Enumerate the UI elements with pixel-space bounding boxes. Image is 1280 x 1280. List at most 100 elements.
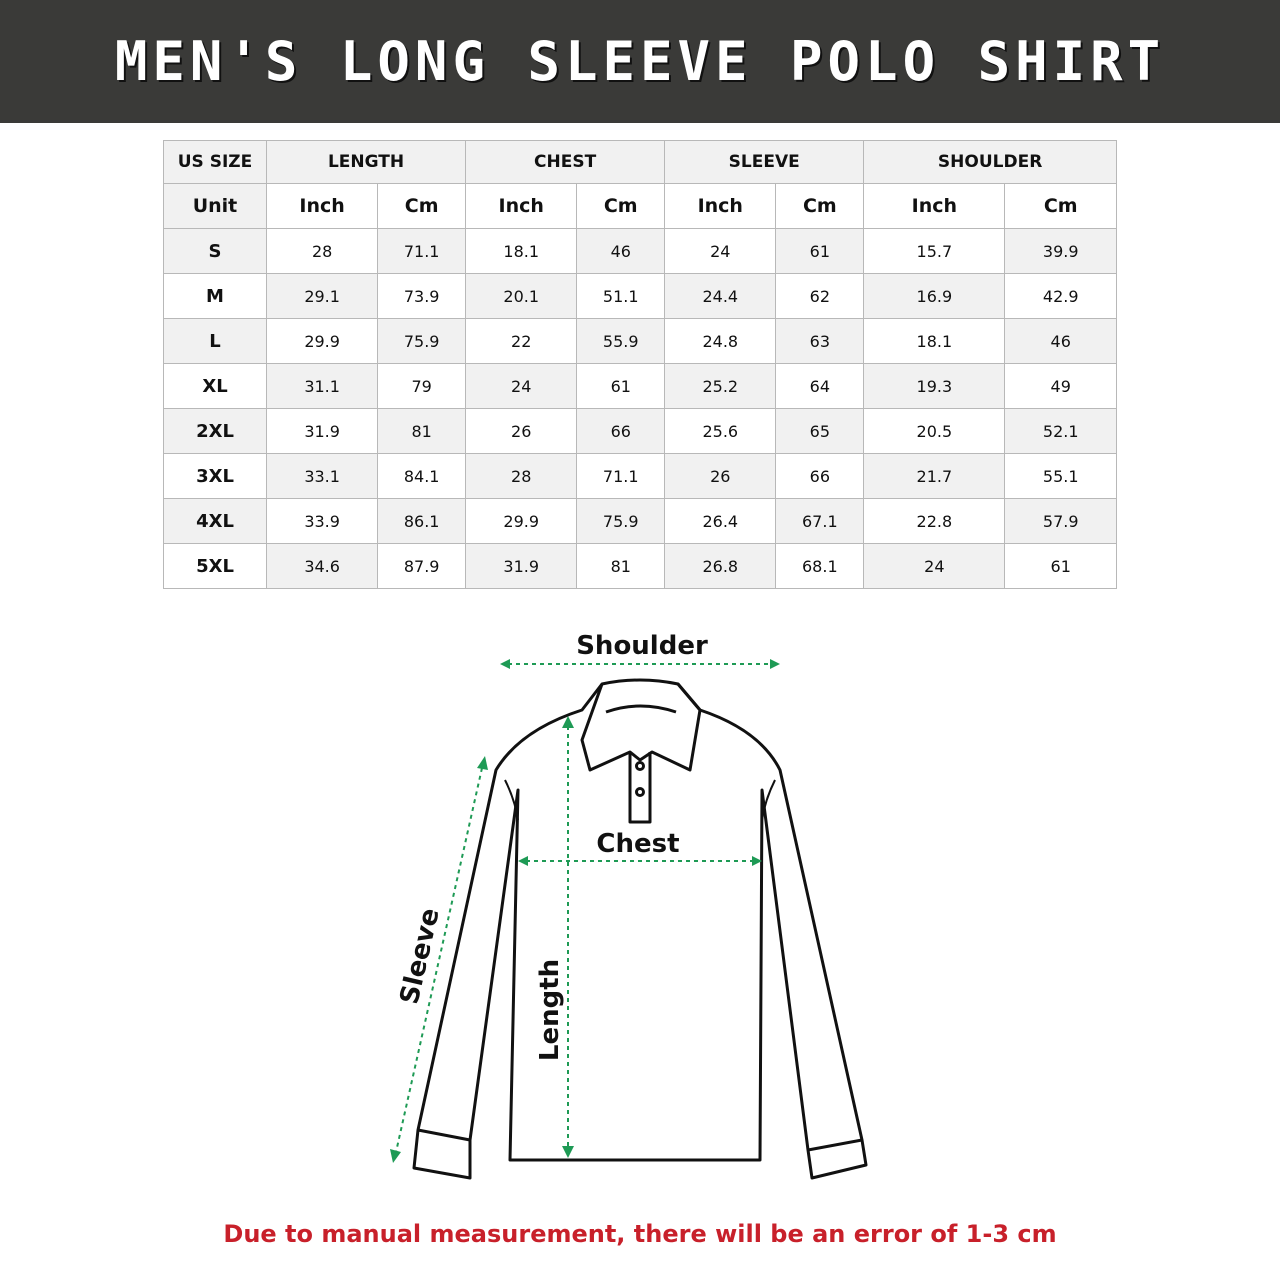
unit-header: Inch <box>664 183 777 229</box>
measurement-disclaimer: Due to manual measurement, there will be… <box>223 1220 1057 1248</box>
unit-header: Inch <box>465 183 578 229</box>
value-cell: 61 <box>1004 543 1117 589</box>
sleeve-label: Sleeve <box>395 905 446 1007</box>
size-cell: M <box>163 273 267 319</box>
title-banner: MEN'S LONG SLEEVE POLO SHIRT <box>0 0 1280 123</box>
group-header: CHEST <box>465 140 666 184</box>
table-row: 2XL 31.9 81 26 66 25.6 65 20.5 52.1 <box>163 408 1117 454</box>
unit-header: Cm <box>576 183 666 229</box>
value-cell: 81 <box>377 408 467 454</box>
value-cell: 86.1 <box>377 498 467 544</box>
value-cell: 33.9 <box>265 498 379 544</box>
size-chart-table: US SIZE LENGTH CHEST SLEEVE SHOULDER Unit Inch… <box>163 140 1117 589</box>
value-cell: 24 <box>465 363 578 409</box>
value-cell: 31.1 <box>265 363 379 409</box>
value-cell: 16.9 <box>863 273 1006 319</box>
value-cell: 67.1 <box>775 498 865 544</box>
value-cell: 29.1 <box>265 273 379 319</box>
value-cell: 34.6 <box>265 543 379 589</box>
value-cell: 26.8 <box>664 543 777 589</box>
value-cell: 62 <box>775 273 865 319</box>
value-cell: 26 <box>664 453 777 499</box>
value-cell: 29.9 <box>265 318 379 364</box>
size-cell: L <box>163 318 267 364</box>
value-cell: 61 <box>576 363 666 409</box>
value-cell: 26 <box>465 408 578 454</box>
value-cell: 63 <box>775 318 865 364</box>
table-row: S 28 71.1 18.1 46 24 61 15.7 39.9 <box>163 228 1117 274</box>
value-cell: 28 <box>265 228 379 274</box>
size-cell: 3XL <box>163 453 267 499</box>
measurement-lines <box>395 663 772 1153</box>
value-cell: 24 <box>664 228 777 274</box>
value-cell: 26.4 <box>664 498 777 544</box>
value-cell: 66 <box>775 453 865 499</box>
value-cell: 24 <box>863 543 1006 589</box>
value-cell: 71.1 <box>377 228 467 274</box>
value-cell: 71.1 <box>576 453 666 499</box>
value-cell: 73.9 <box>377 273 467 319</box>
value-cell: 22.8 <box>863 498 1006 544</box>
value-cell: 28 <box>465 453 578 499</box>
value-cell: 75.9 <box>377 318 467 364</box>
value-cell: 39.9 <box>1004 228 1117 274</box>
size-cell: 4XL <box>163 498 267 544</box>
value-cell: 68.1 <box>775 543 865 589</box>
value-cell: 29.9 <box>465 498 578 544</box>
table-row: M 29.1 73.9 20.1 51.1 24.4 62 16.9 42.9 <box>163 273 1117 319</box>
value-cell: 75.9 <box>576 498 666 544</box>
shoulder-label: Shoulder <box>576 631 708 661</box>
value-cell: 22 <box>465 318 578 364</box>
value-cell: 81 <box>576 543 666 589</box>
arrow-icons <box>390 659 780 1163</box>
table-row: 3XL 33.1 84.1 28 71.1 26 66 21.7 55.1 <box>163 453 1117 499</box>
value-cell: 55.9 <box>576 318 666 364</box>
size-cell: 2XL <box>163 408 267 454</box>
table-row: XL 31.1 79 24 61 25.2 64 19.3 49 <box>163 363 1117 409</box>
group-header: SHOULDER <box>863 140 1117 184</box>
value-cell: 49 <box>1004 363 1117 409</box>
unit-header: Cm <box>1004 183 1117 229</box>
page-title: MEN'S LONG SLEEVE POLO SHIRT <box>114 30 1166 93</box>
chest-label: Chest <box>596 829 679 859</box>
value-cell: 15.7 <box>863 228 1006 274</box>
value-cell: 25.2 <box>664 363 777 409</box>
table-row: 5XL 34.6 87.9 31.9 81 26.8 68.1 24 61 <box>163 543 1117 589</box>
value-cell: 25.6 <box>664 408 777 454</box>
unit-header: Cm <box>377 183 467 229</box>
value-cell: 66 <box>576 408 666 454</box>
value-cell: 46 <box>1004 318 1117 364</box>
value-cell: 33.1 <box>265 453 379 499</box>
group-header: LENGTH <box>265 140 467 184</box>
group-header-row: US SIZE LENGTH CHEST SLEEVE SHOULDER <box>163 140 1117 184</box>
unit-header: Inch <box>863 183 1006 229</box>
value-cell: 42.9 <box>1004 273 1117 319</box>
value-cell: 24.4 <box>664 273 777 319</box>
unit-header: Cm <box>775 183 865 229</box>
size-cell: S <box>163 228 267 274</box>
value-cell: 21.7 <box>863 453 1006 499</box>
value-cell: 61 <box>775 228 865 274</box>
table-row: 4XL 33.9 86.1 29.9 75.9 26.4 67.1 22.8 57.9 <box>163 498 1117 544</box>
value-cell: 51.1 <box>576 273 666 319</box>
shirt-diagram: Shoulder Chest Length Sleeve <box>390 631 868 1180</box>
value-cell: 64 <box>775 363 865 409</box>
value-cell: 18.1 <box>465 228 578 274</box>
value-cell: 20.5 <box>863 408 1006 454</box>
unit-header-row: Unit Inch Cm Inch Cm Inch Cm Inch Cm <box>163 183 1117 229</box>
value-cell: 31.9 <box>465 543 578 589</box>
value-cell: 87.9 <box>377 543 467 589</box>
shirt-outline <box>412 678 868 1180</box>
length-label: Length <box>535 959 565 1061</box>
value-cell: 52.1 <box>1004 408 1117 454</box>
size-cell: XL <box>163 363 267 409</box>
value-cell: 19.3 <box>863 363 1006 409</box>
size-cell: 5XL <box>163 543 267 589</box>
value-cell: 20.1 <box>465 273 578 319</box>
value-cell: 79 <box>377 363 467 409</box>
value-cell: 46 <box>576 228 666 274</box>
value-cell: 84.1 <box>377 453 467 499</box>
value-cell: 18.1 <box>863 318 1006 364</box>
unit-label: Unit <box>163 183 267 229</box>
value-cell: 57.9 <box>1004 498 1117 544</box>
